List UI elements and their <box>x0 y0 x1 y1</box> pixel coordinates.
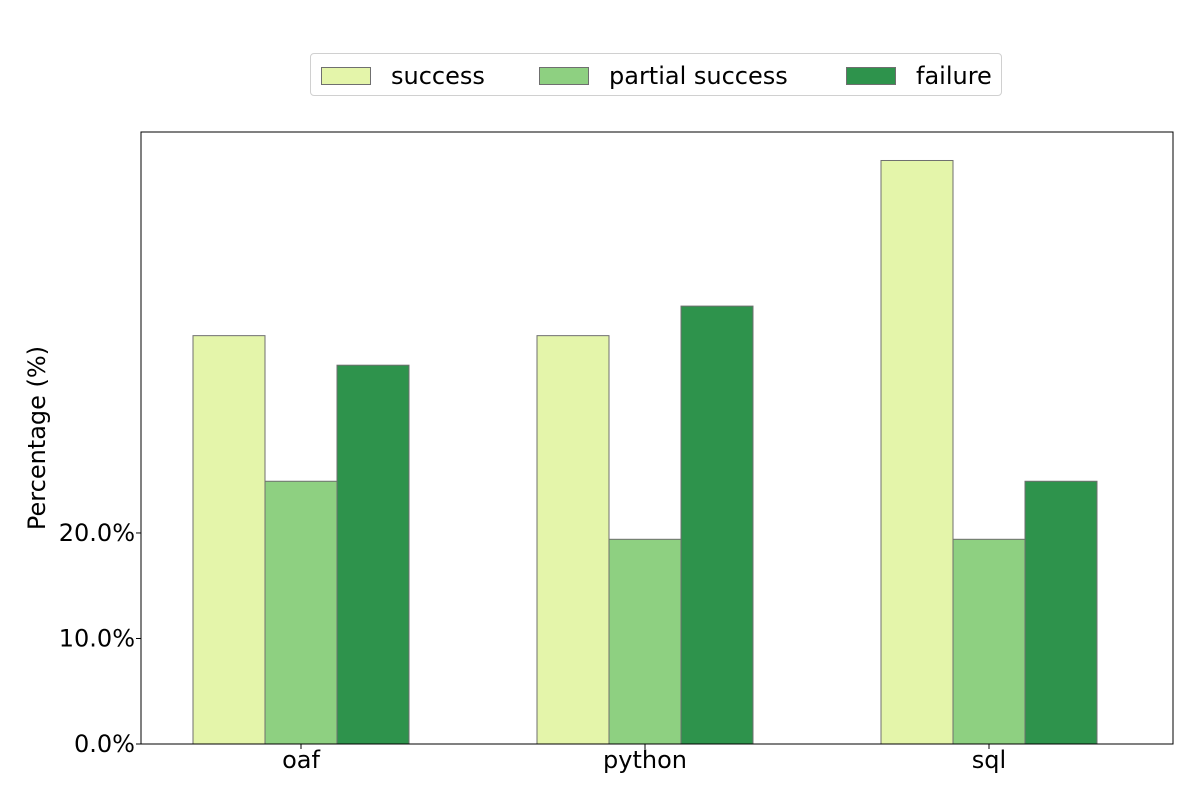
y-tick-label: 0.0% <box>74 730 135 758</box>
legend-label-failure: failure <box>916 61 992 90</box>
y-ticks: 0.0% 10.0% 20.0% <box>59 519 141 758</box>
legend-swatch-partial-success <box>539 66 589 85</box>
y-axis-label: Percentage (%) <box>23 345 51 531</box>
bar-python-failure <box>680 305 754 745</box>
legend-label-partial-success: partial success <box>609 61 788 90</box>
x-tick-label-sql: sql <box>972 746 1006 774</box>
x-ticks: oaf python sql <box>282 744 1006 774</box>
legend-item-failure: failure <box>846 54 992 97</box>
bars-group <box>192 159 1098 745</box>
y-tick-label: 20.0% <box>59 519 135 547</box>
bar-oaf-success <box>192 335 266 745</box>
bar-sql-success <box>880 159 954 745</box>
bar-python-partial-success <box>608 538 682 745</box>
legend: success partial success failure <box>310 53 1002 96</box>
legend-item-success: success <box>321 54 485 97</box>
plot-frame <box>140 131 1174 745</box>
bar-sql-partial-success <box>952 538 1026 745</box>
legend-swatch-success <box>321 66 371 85</box>
y-tick-label: 10.0% <box>59 624 135 652</box>
bar-oaf-partial-success <box>264 480 338 745</box>
legend-item-partial-success: partial success <box>539 54 788 97</box>
x-tick-label-python: python <box>603 746 687 774</box>
bar-python-success <box>536 335 610 745</box>
legend-swatch-failure <box>846 66 896 85</box>
bar-sql-failure <box>1024 480 1098 745</box>
x-tick-label-oaf: oaf <box>282 746 320 774</box>
bar-oaf-failure <box>336 364 410 745</box>
legend-label-success: success <box>391 61 485 90</box>
